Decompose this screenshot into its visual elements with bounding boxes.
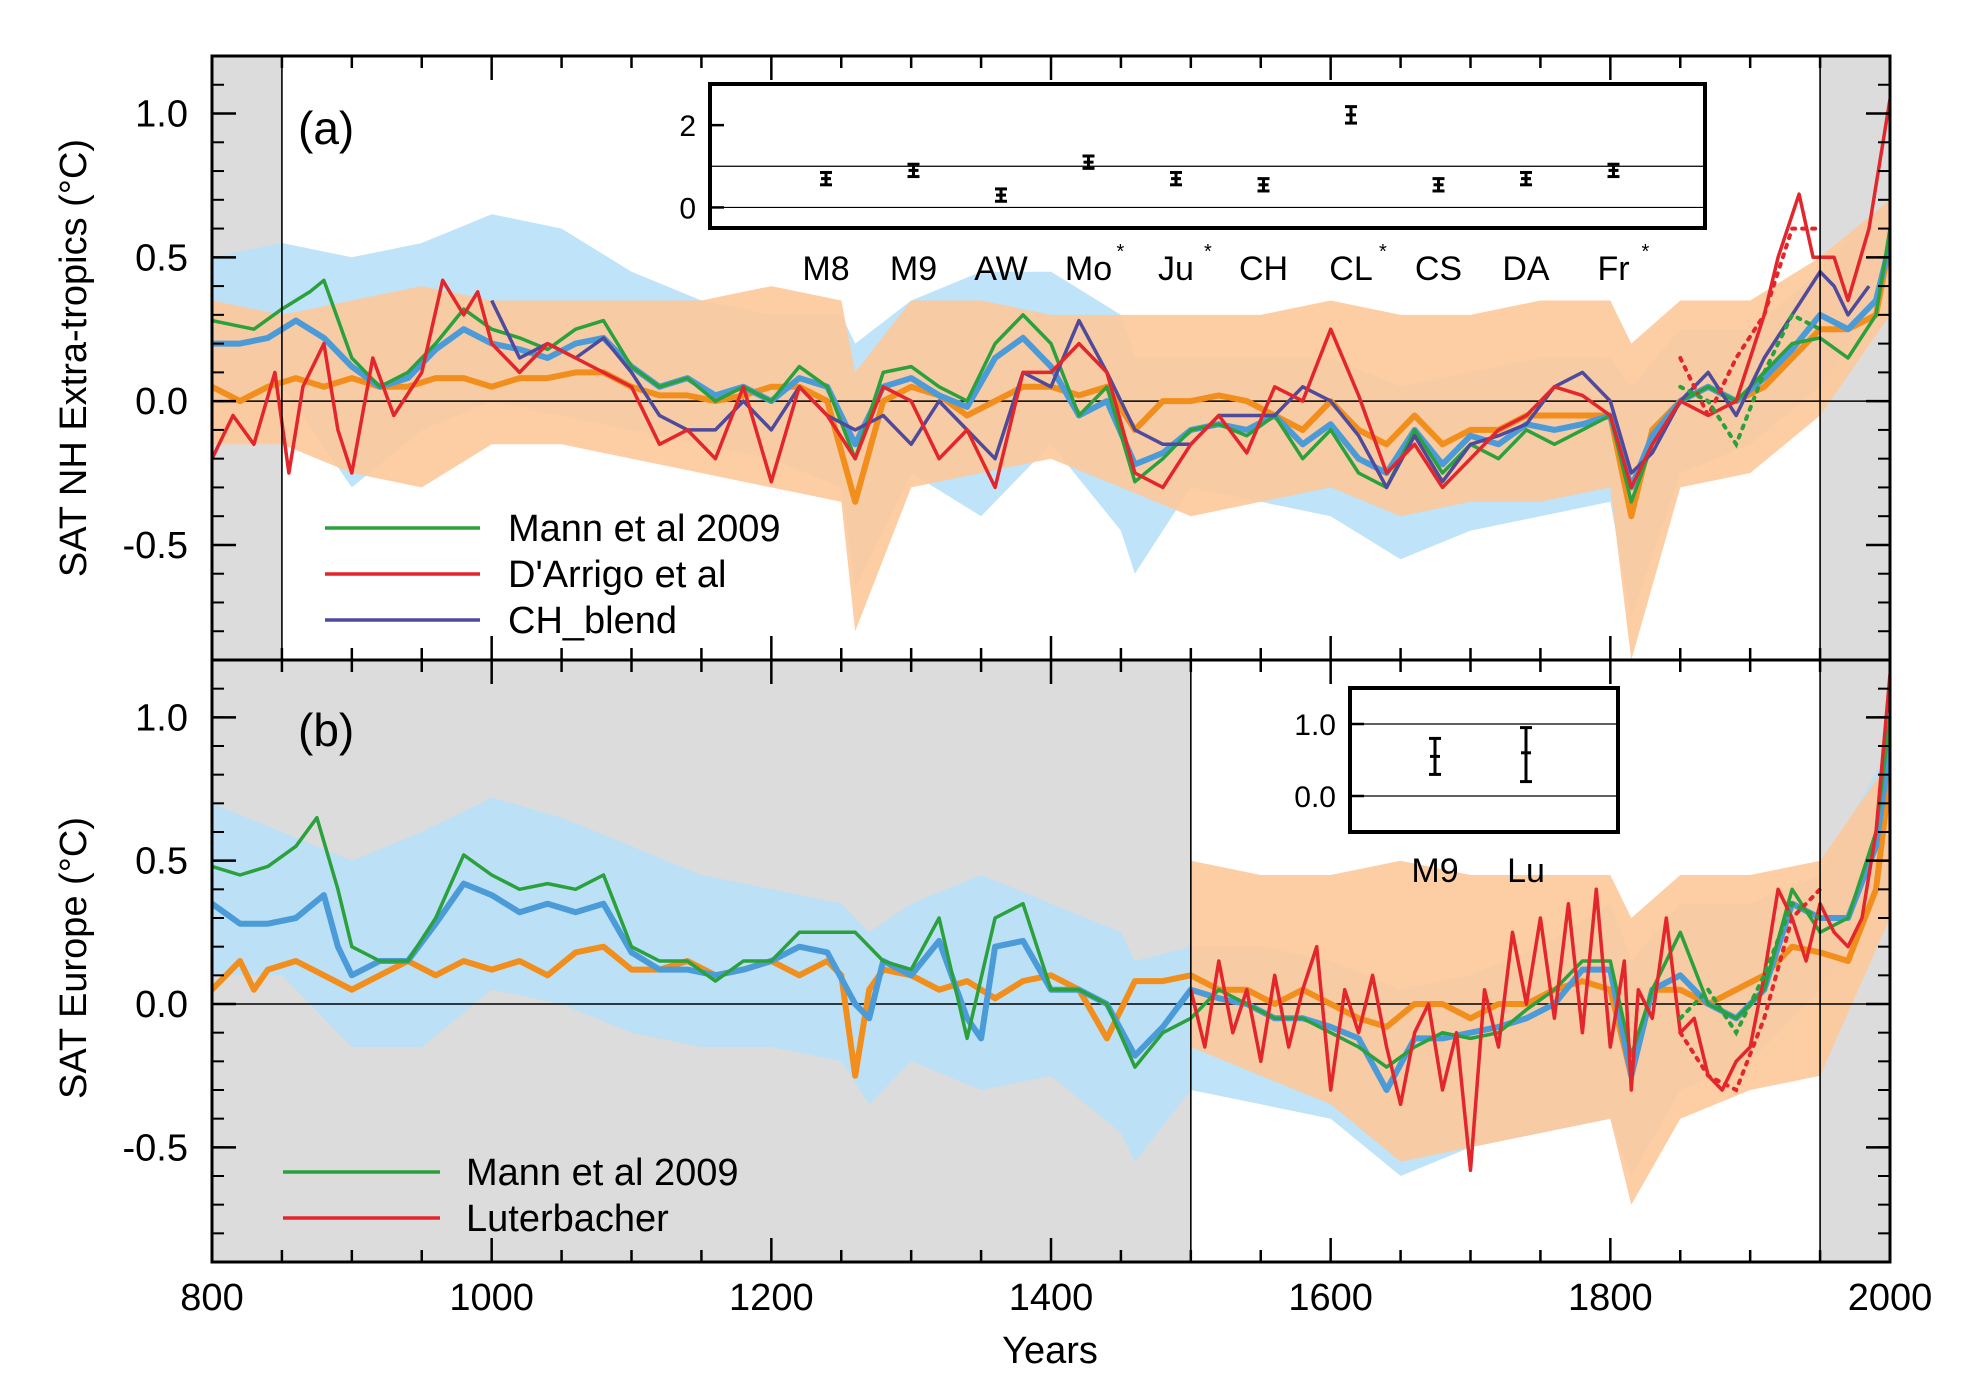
y-tick-label: 0.5 [135,841,188,883]
inset-category-label: Fr [1597,250,1629,288]
plot-area [212,660,1890,1262]
x-tick-label: 1400 [1009,1277,1094,1319]
y-tick-label: -0.5 [123,525,188,567]
y-tick-label: -0.5 [123,1127,188,1169]
y-tick-label: 0.0 [135,381,188,423]
inset-category-label: Mo [1065,250,1112,288]
legend-label: Mann et al 2009 [466,1152,739,1194]
series-line-luterbacher [1189,674,1890,1173]
inset-category-label: CH [1239,250,1288,288]
series-line-mann-et-al-2009 [212,717,1890,1069]
y-axis-title: SAT NH Extra-tropics (°C) [53,139,95,577]
panel-label: (b) [298,704,354,756]
inset-category-superscript: * [1642,241,1650,263]
inset-category-label: Lu [1507,852,1545,890]
inset-category-label: AW [974,250,1028,288]
inset-category-label: DA [1502,250,1550,288]
inset-frame [708,82,1707,230]
legend-label: D'Arrigo et al [508,554,726,596]
y-tick-label: 0.0 [135,984,188,1026]
y-tick-label: 1.0 [135,697,188,739]
dotted-series-red [1678,226,1823,421]
legend-label: Luterbacher [466,1198,669,1240]
inset-category-superscript: * [1117,241,1125,263]
inset-category-label: M8 [802,250,849,288]
inset-y-tick-label: 0.0 [1294,781,1336,814]
series-line-mann-et-al-2009 [212,228,1890,504]
inset-category-label: M9 [890,250,937,288]
panel-label: (a) [298,102,354,154]
x-tick-label: 1600 [1288,1277,1373,1319]
series-line-orange-line [212,774,1890,1079]
inset-category-label: CS [1415,250,1462,288]
panel-b-europe: 1.0 0.5 0.0 -0.5 800 1000 1200 1400 1600 1800 2000… [53,658,1933,1319]
inset-frame [1348,686,1620,834]
dotted-series-green [1678,312,1823,449]
inset-category-label: Ju [1158,250,1194,288]
x-tick-label: 2000 [1848,1277,1933,1319]
inset-category-superscript: * [1204,241,1212,263]
inset-category-superscript: * [1379,241,1387,263]
inset-category-label: M9 [1411,852,1458,890]
x-tick-label: 800 [180,1277,243,1319]
panel-a-nh-extratropics: 1.0 0.5 0.0 -0.5 SAT NH Extra-tropics (°C) (a… [53,54,1892,662]
uncertainty-band-orange_band [1190,760,1890,1205]
inset-y-tick-label: 0 [679,192,696,225]
series-line-d-arrigo-et-al [212,98,1890,490]
y-tick-label: 0.5 [135,237,188,279]
y-tick-label: 1.0 [135,94,188,136]
x-tick-label: 1200 [729,1277,814,1319]
inset-category-label: CL [1329,250,1372,288]
y-axis-title: SAT Europe (°C) [53,817,95,1099]
x-axis-title: Years [1002,1330,1098,1372]
uncertainty-band-orange_band [212,199,1890,660]
legend-label: CH_blend [508,600,677,642]
inset-y-tick-label: 1.0 [1294,709,1336,742]
plot-area [212,56,1890,660]
dotted-series-green [1678,900,1823,1037]
x-tick-label: 1800 [1568,1277,1653,1319]
x-tick-label: 1000 [449,1277,534,1319]
dotted-series-red [1678,887,1823,1093]
inset-y-tick-label: 2 [679,110,696,143]
legend-label: Mann et al 2009 [508,508,781,550]
